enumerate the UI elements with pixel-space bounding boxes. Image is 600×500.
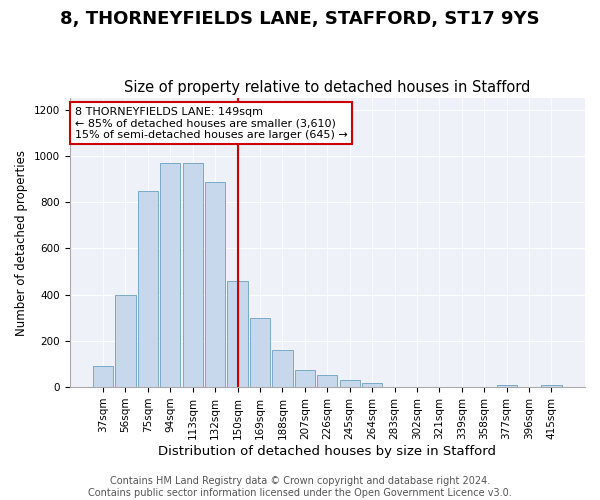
- Bar: [182, 163, 203, 387]
- Bar: [205, 182, 225, 387]
- Bar: [250, 318, 270, 387]
- Bar: [295, 370, 315, 387]
- Bar: [160, 163, 181, 387]
- Bar: [362, 383, 382, 387]
- Bar: [138, 190, 158, 387]
- Bar: [340, 380, 360, 387]
- Bar: [115, 294, 136, 387]
- Bar: [317, 375, 337, 387]
- Text: 8 THORNEYFIELDS LANE: 149sqm
← 85% of detached houses are smaller (3,610)
15% of: 8 THORNEYFIELDS LANE: 149sqm ← 85% of de…: [74, 106, 347, 140]
- Text: 8, THORNEYFIELDS LANE, STAFFORD, ST17 9YS: 8, THORNEYFIELDS LANE, STAFFORD, ST17 9Y…: [60, 10, 540, 28]
- Bar: [541, 385, 562, 387]
- X-axis label: Distribution of detached houses by size in Stafford: Distribution of detached houses by size …: [158, 444, 496, 458]
- Y-axis label: Number of detached properties: Number of detached properties: [15, 150, 28, 336]
- Title: Size of property relative to detached houses in Stafford: Size of property relative to detached ho…: [124, 80, 530, 96]
- Bar: [497, 385, 517, 387]
- Bar: [272, 350, 293, 387]
- Bar: [227, 280, 248, 387]
- Bar: [93, 366, 113, 387]
- Text: Contains HM Land Registry data © Crown copyright and database right 2024.
Contai: Contains HM Land Registry data © Crown c…: [88, 476, 512, 498]
